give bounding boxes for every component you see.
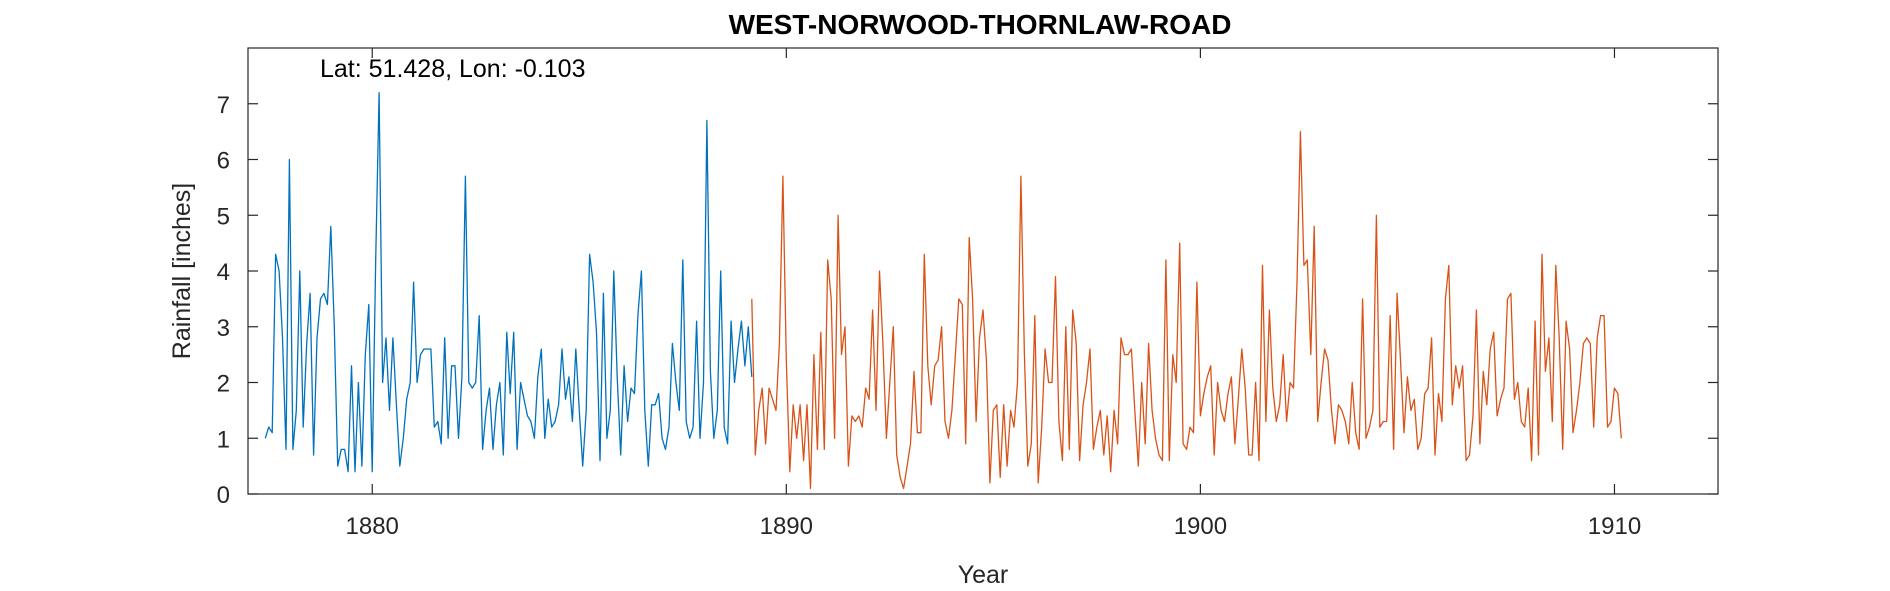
- x-tick-label: 1880: [346, 513, 399, 540]
- x-tick-label: 1900: [1174, 513, 1227, 540]
- y-tick-label: 2: [217, 371, 230, 398]
- y-tick-label: 4: [217, 259, 230, 286]
- x-tick-label: 1910: [1588, 513, 1641, 540]
- y-tick-label: 6: [217, 148, 230, 175]
- y-tick-label: 3: [217, 315, 230, 342]
- location-annotation: Lat: 51.428, Lon: -0.103: [320, 55, 586, 83]
- series-line-1: [264, 91, 753, 473]
- plot-area: [247, 47, 1719, 495]
- series-line-2: [751, 130, 1622, 490]
- y-tick-label: 7: [217, 92, 230, 119]
- y-tick-label: 1: [217, 426, 230, 453]
- x-tick-label: 1890: [760, 513, 813, 540]
- y-axis-label: Rainfall [inches]: [168, 183, 196, 359]
- series-layer: [264, 91, 1622, 490]
- y-tick-label: 0: [217, 482, 230, 509]
- chart-title: WEST-NORWOOD-THORNLAW-ROAD: [729, 9, 1232, 40]
- y-tick-label: 5: [217, 203, 230, 230]
- x-axis-label: Year: [958, 561, 1009, 589]
- tick-layer: 1880 1890 1900 1910 0 1 2 3 4 5 6 7: [217, 48, 1718, 540]
